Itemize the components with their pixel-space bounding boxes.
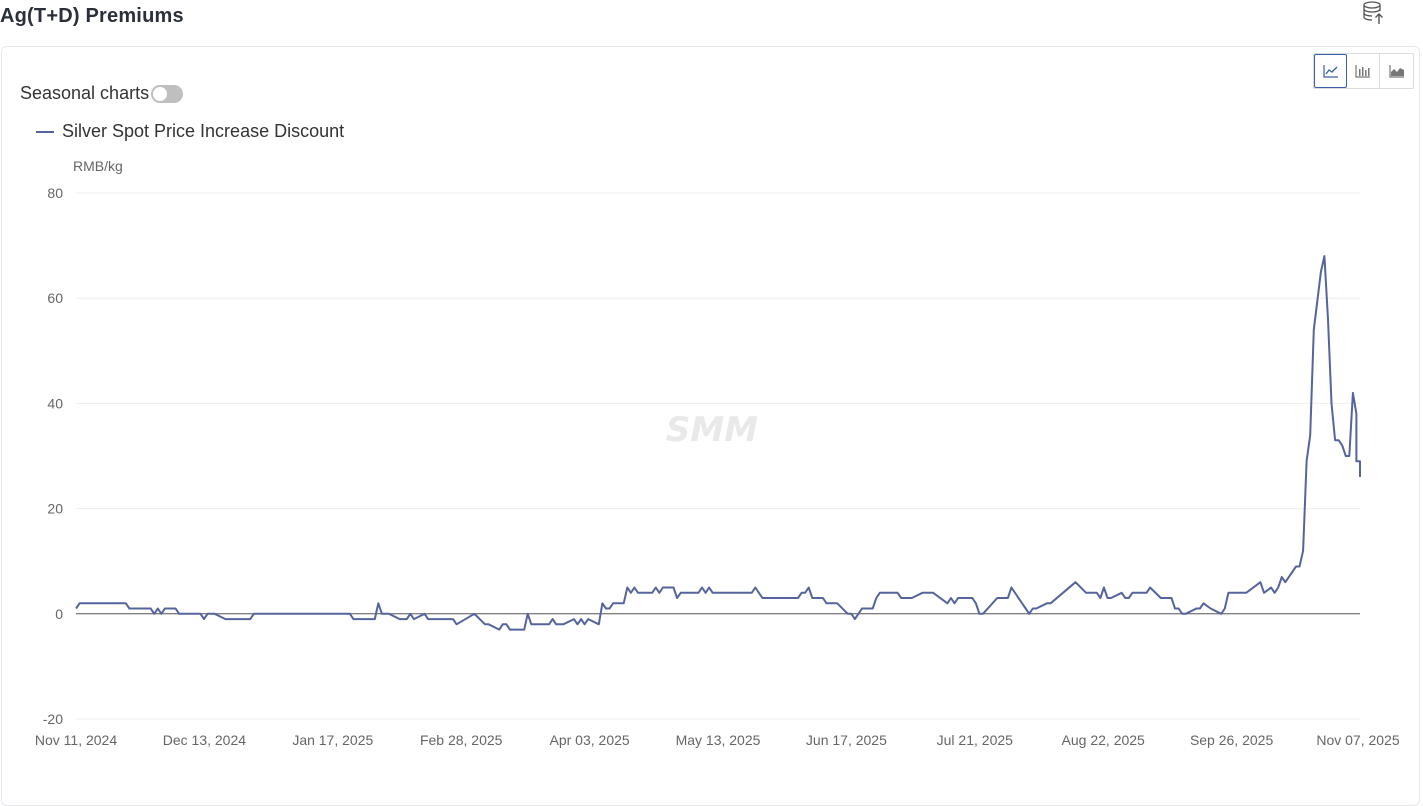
y-tick-label: 80: [47, 185, 63, 201]
legend-swatch: [36, 130, 54, 133]
legend-item[interactable]: Silver Spot Price Increase Discount: [36, 121, 344, 142]
x-axis: Nov 11, 2024 Dec 13, 2024 Jan 17, 2025 Feb …: [35, 732, 1400, 748]
x-tick-label: Feb 28, 2025: [420, 732, 503, 748]
seasonal-label: Seasonal charts: [20, 83, 150, 103]
x-tick-label: Aug 22, 2025: [1062, 732, 1146, 748]
y-tick-label: 40: [47, 395, 63, 411]
x-tick-label: Nov 07, 2025: [1316, 732, 1399, 748]
series-layer: [75, 255, 1361, 631]
y-axis: 80 60 40 20 0 -20: [43, 185, 63, 727]
y-tick-label: -20: [43, 711, 63, 727]
area-chart-icon: [1388, 65, 1404, 78]
seasonal-toggle-row: Seasonal charts: [20, 83, 184, 104]
x-tick-label: Jan 17, 2025: [292, 732, 373, 748]
export-button[interactable]: [1360, 0, 1388, 28]
area-chart-button[interactable]: [1380, 54, 1413, 88]
x-tick-label: Jun 17, 2025: [806, 732, 887, 748]
y-axis-unit: RMB/kg: [73, 158, 123, 174]
seasonal-toggle[interactable]: [151, 84, 184, 103]
y-tick-label: 20: [47, 501, 63, 517]
legend-label: Silver Spot Price Increase Discount: [62, 121, 345, 141]
grid-lines: [76, 192, 1360, 720]
toggle-knob: [153, 86, 168, 101]
bar-chart-icon: [1355, 65, 1370, 78]
bar-chart-button[interactable]: [1347, 54, 1380, 88]
x-tick-label: Sep 26, 2025: [1190, 732, 1274, 748]
series-line[interactable]: [75, 255, 1361, 631]
watermark: SMM: [666, 410, 758, 450]
chart-type-switcher: [1313, 53, 1414, 89]
chart-card: [1, 46, 1420, 806]
x-tick-label: Jul 21, 2025: [937, 732, 1013, 748]
line-chart-icon: [1322, 65, 1338, 78]
line-chart-button[interactable]: [1314, 54, 1347, 88]
page-title: Ag(T+D) Premiums: [0, 5, 184, 27]
y-tick-label: 0: [55, 606, 63, 622]
x-tick-label: Apr 03, 2025: [550, 732, 630, 748]
x-tick-label: Nov 11, 2024: [35, 732, 117, 748]
y-tick-label: 60: [47, 290, 63, 306]
database-export-icon: [1363, 1, 1383, 24]
x-tick-label: May 13, 2025: [676, 732, 761, 748]
x-tick-label: Dec 13, 2024: [163, 732, 246, 748]
